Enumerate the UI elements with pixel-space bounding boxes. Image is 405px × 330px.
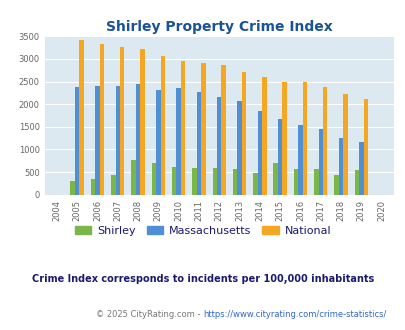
Bar	[200, 63, 205, 195]
Title: Shirley Property Crime Index: Shirley Property Crime Index	[106, 20, 332, 34]
Bar	[338, 138, 343, 195]
Bar	[358, 142, 363, 195]
Bar	[293, 169, 297, 195]
Bar	[196, 92, 200, 195]
Bar	[70, 181, 75, 195]
Bar	[131, 160, 135, 195]
Bar	[120, 47, 124, 195]
Bar	[262, 77, 266, 195]
Bar	[176, 88, 181, 195]
Bar	[241, 72, 245, 195]
Bar	[160, 56, 164, 195]
Bar	[95, 85, 99, 195]
Bar	[221, 65, 226, 195]
Bar	[237, 101, 241, 195]
Bar	[298, 124, 302, 195]
Text: https://www.cityrating.com/crime-statistics/: https://www.cityrating.com/crime-statist…	[202, 310, 386, 319]
Bar	[334, 175, 338, 195]
Bar	[322, 87, 327, 195]
Bar	[216, 97, 221, 195]
Bar	[115, 85, 120, 195]
Legend: Shirley, Massachusetts, National: Shirley, Massachusetts, National	[70, 221, 335, 240]
Bar	[111, 175, 115, 195]
Bar	[257, 111, 262, 195]
Bar	[212, 168, 216, 195]
Bar	[91, 179, 95, 195]
Bar	[232, 169, 237, 195]
Bar	[302, 82, 307, 195]
Bar	[313, 169, 318, 195]
Text: Crime Index corresponds to incidents per 100,000 inhabitants: Crime Index corresponds to incidents per…	[32, 274, 373, 284]
Bar	[363, 99, 367, 195]
Text: © 2025 CityRating.com -: © 2025 CityRating.com -	[96, 310, 202, 319]
Bar	[318, 129, 322, 195]
Bar	[277, 119, 282, 195]
Bar	[79, 40, 83, 195]
Bar	[140, 49, 144, 195]
Bar	[100, 44, 104, 195]
Bar	[172, 167, 176, 195]
Bar	[343, 94, 347, 195]
Bar	[354, 170, 358, 195]
Bar	[192, 168, 196, 195]
Bar	[75, 87, 79, 195]
Bar	[282, 82, 286, 195]
Bar	[151, 163, 156, 195]
Bar	[156, 90, 160, 195]
Bar	[135, 84, 140, 195]
Bar	[253, 173, 257, 195]
Bar	[181, 61, 185, 195]
Bar	[273, 163, 277, 195]
